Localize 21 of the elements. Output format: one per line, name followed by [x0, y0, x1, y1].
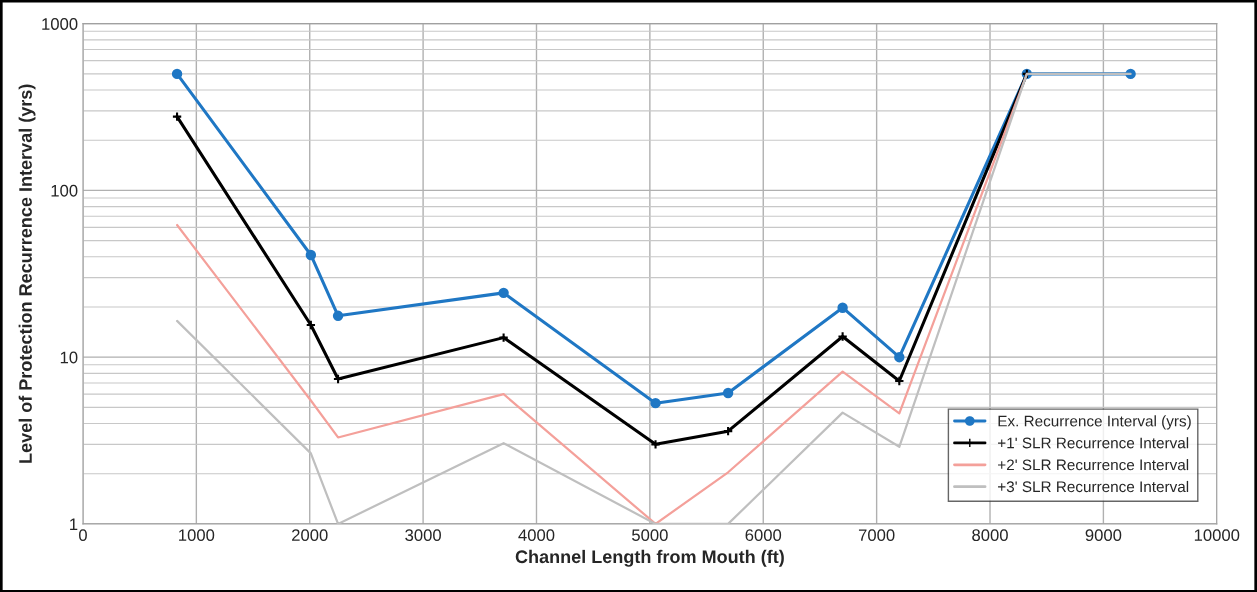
y-axis-title: Level of Protection Recurrence Interval (yrs) — [18, 84, 36, 463]
legend-label: +1' SLR Recurrence Interval — [998, 437, 1189, 449]
y-tick-label: 1000 — [42, 18, 78, 30]
y-tick-label: 100 — [51, 184, 78, 197]
x-tick-label: 3000 — [405, 529, 441, 542]
x-tick-label: 1000 — [179, 529, 215, 542]
y-tick-label: 10 — [60, 351, 78, 364]
x-tick-label: 4000 — [518, 529, 555, 542]
x-tick-label: 10000 — [1194, 529, 1240, 542]
x-tick-label: 5000 — [632, 529, 668, 542]
x-tick-label: 2000 — [292, 529, 328, 542]
legend-label: +3' SLR Recurrence Interval — [998, 480, 1189, 493]
x-tick-label: 7000 — [858, 529, 895, 542]
x-tick-label: 0 — [78, 529, 87, 542]
x-tick-label: 8000 — [972, 529, 1008, 542]
x-tick-label: 9000 — [1085, 529, 1122, 542]
x-tick-label: 6000 — [745, 529, 782, 542]
legend-label: +2' SLR Recurrence Interval — [998, 459, 1189, 471]
legend-label: Ex. Recurrence Interval (yrs) — [998, 415, 1191, 430]
x-axis-title: Channel Length from Mouth (ft) — [515, 549, 784, 567]
y-tick-label: 1 — [70, 518, 78, 530]
